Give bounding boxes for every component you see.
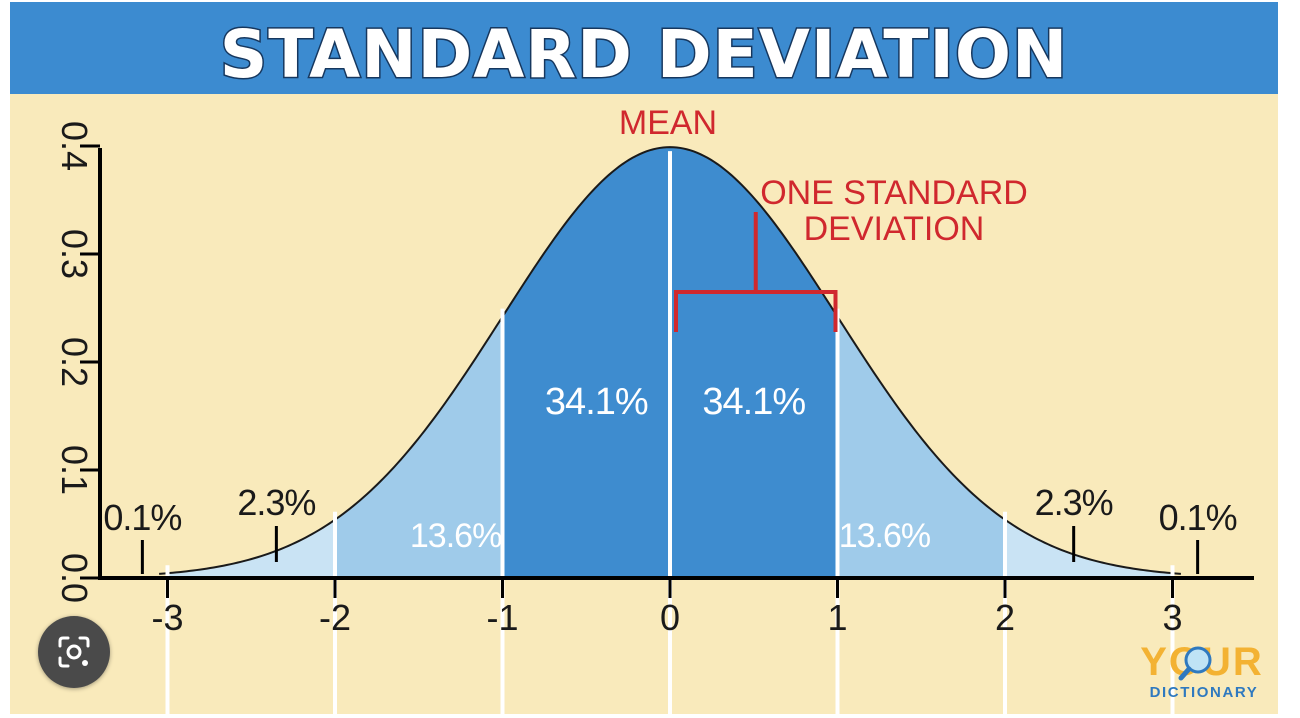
infographic: STANDARD DEVIATION -3 -2 -1 0 1 2 3 0.0 0.1 0.2 0.… — [10, 2, 1278, 714]
x-tick-label: 0 — [660, 597, 680, 638]
normal-distribution-chart: STANDARD DEVIATION -3 -2 -1 0 1 2 3 0.0 0.1 0.2 0.… — [54, 15, 1254, 714]
title-banner — [10, 2, 1278, 94]
x-tick-label: -1 — [486, 597, 518, 638]
region-0 — [167, 519, 335, 578]
one-sd-label-line2: DEVIATION — [804, 210, 985, 248]
region-label: 13.6% — [410, 517, 502, 555]
y-tick-label: 0.0 — [54, 553, 95, 603]
chart-title: STANDARD DEVIATION — [220, 16, 1069, 93]
y-tick-label: 0.4 — [54, 121, 95, 171]
region-label: 13.6% — [839, 517, 931, 555]
divider-layer — [165, 151, 1175, 714]
your-dictionary-logo: YOUR DICTIONARY — [1138, 642, 1278, 708]
region-2 — [502, 147, 670, 578]
x-tick-label: 3 — [1162, 597, 1182, 638]
region-label: 2.3% — [237, 482, 315, 523]
y-tick-label: 0.1 — [54, 445, 95, 495]
magnifier-icon — [1178, 646, 1212, 681]
tail-label: 0.1% — [1159, 497, 1237, 538]
lens-search-button[interactable] — [38, 616, 110, 688]
region-3 — [670, 147, 838, 578]
tail-label: 0.1% — [103, 497, 181, 538]
region-label: 2.3% — [1035, 482, 1113, 523]
x-tick-label: 1 — [827, 597, 847, 638]
axes-layer: -3 -2 -1 0 1 2 3 0.0 0.1 0.2 0.3 0.4 — [54, 121, 1254, 638]
curve-line — [159, 146, 1181, 575]
one-sd-label-line1: ONE STANDARD — [760, 174, 1028, 212]
logo-bottom-text: DICTIONARY — [1149, 684, 1259, 701]
one-sd-bracket — [674, 212, 838, 332]
region-5 — [1005, 519, 1173, 578]
lens-icon — [58, 636, 90, 668]
y-tick-label: 0.3 — [54, 229, 95, 279]
label-layer: 2.3% 13.6% 34.1% 34.1% 13.6% 2.3% 0.1% 0.1% — [103, 381, 1238, 574]
mean-label: MEAN — [619, 104, 717, 142]
x-tick-label: 2 — [995, 597, 1015, 638]
x-tick-label: -2 — [319, 597, 351, 638]
region-label: 34.1% — [702, 381, 805, 423]
region-label: 34.1% — [545, 381, 648, 423]
x-tick-label: -3 — [151, 597, 183, 638]
y-tick-label: 0.2 — [54, 337, 95, 387]
